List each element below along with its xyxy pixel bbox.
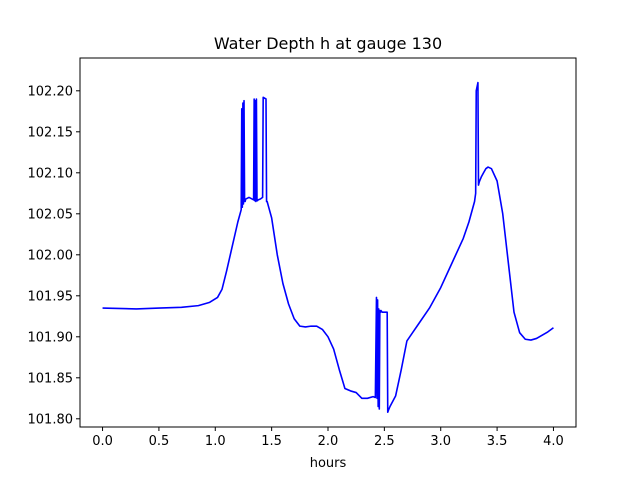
y-tick-label: 102.00 [28, 248, 74, 263]
x-tick-label: 1.5 [261, 434, 282, 449]
x-tick-label: 2.5 [374, 434, 395, 449]
y-tick-label: 102.15 [28, 125, 74, 140]
x-tick-label: 1.0 [205, 434, 226, 449]
x-tick-label: 4.0 [543, 434, 564, 449]
x-tick-label: 0.5 [149, 434, 170, 449]
x-tick-label: 2.0 [318, 434, 339, 449]
x-tick-label: 3.0 [430, 434, 451, 449]
chart-title: Water Depth h at gauge 130 [214, 34, 442, 53]
x-tick-label: 3.5 [487, 434, 508, 449]
y-tick-label: 101.95 [28, 289, 74, 304]
y-tick-label: 101.90 [28, 330, 74, 345]
y-tick-label: 102.05 [28, 207, 74, 222]
y-tick-label: 101.85 [28, 371, 74, 386]
y-tick-label: 102.10 [28, 166, 74, 181]
plot-area: 0.0 0.5 1.0 1.5 2.0 2.5 3.0 3.5 4.0 101.80 101.85 1… [28, 57, 577, 449]
series-line-0 [102, 81, 554, 414]
y-tick-label: 102.20 [28, 84, 74, 99]
x-axis-label: hours [310, 456, 347, 471]
x-tick-label: 0.0 [92, 434, 113, 449]
y-tick-label: 101.80 [28, 412, 74, 427]
